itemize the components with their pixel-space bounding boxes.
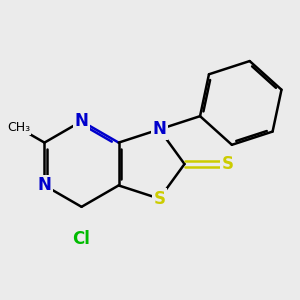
Text: methyl: methyl [16,127,21,128]
Text: N: N [152,120,166,138]
Text: S: S [153,190,165,208]
Text: Cl: Cl [73,230,91,248]
Text: CH₃: CH₃ [7,121,30,134]
Text: N: N [75,112,88,130]
Text: N: N [38,176,51,194]
Text: S: S [221,155,233,173]
